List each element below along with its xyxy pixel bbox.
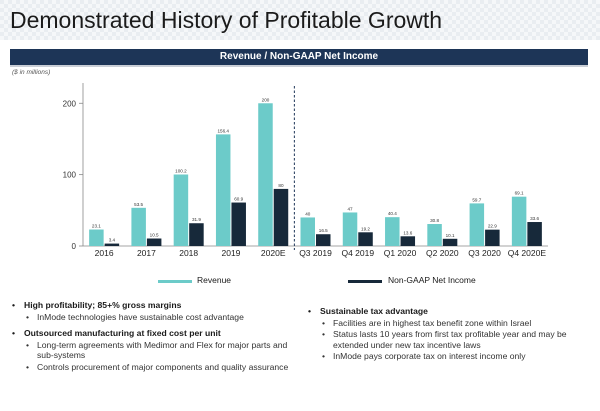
revenue-data-label: 200: [262, 97, 270, 102]
x-tick-label: 2017: [137, 248, 156, 258]
net-income-bar: [189, 223, 204, 246]
revenue-data-label: 156.4: [217, 128, 229, 133]
revenue-data-label: 59.7: [472, 197, 481, 202]
bullet-heading: High profitability; 85+% gross margins: [10, 300, 302, 311]
y-tick-label: 0: [72, 242, 77, 251]
x-tick-label: 2018: [179, 248, 198, 258]
legend-label-net-income: Non-GAAP Net Income: [388, 275, 476, 285]
chart-title-banner: Revenue / Non-GAAP Net Income: [10, 49, 588, 67]
revenue-bar: [469, 203, 485, 246]
bullet-heading: Sustainable tax advantage: [306, 306, 594, 317]
bullet-sub-item: Facilities are in highest tax benefit zo…: [306, 318, 594, 329]
legend-label-revenue: Revenue: [197, 275, 232, 285]
x-tick-label: Q4 2019: [341, 248, 374, 258]
net-income-data-label: 31.9: [192, 217, 201, 222]
header-background: [0, 0, 600, 40]
right-bullet-list: Sustainable tax advantage Facilities are…: [306, 306, 594, 362]
net-income-bar: [316, 234, 331, 246]
bullet-sub-item: Controls procurement of major components…: [10, 362, 302, 373]
net-income-bar: [104, 243, 120, 246]
net-income-data-label: 10.1: [446, 233, 455, 238]
revenue-data-label: 53.5: [134, 202, 143, 207]
revenue-bar: [511, 196, 527, 246]
left-bullet-list: High profitability; 85+% gross margins I…: [10, 300, 302, 372]
bullet-sub-item: Status lasts 10 years from first tax pro…: [306, 329, 594, 350]
y-tick-label: 100: [63, 171, 77, 180]
revenue-bar: [300, 217, 315, 246]
revenue-data-label: 100.2: [175, 168, 187, 173]
revenue-bar: [173, 174, 189, 246]
revenue-bar: [131, 207, 146, 246]
revenue-data-label: 40: [305, 211, 311, 216]
x-tick-label: Q4 2020E: [508, 248, 547, 258]
x-tick-label: Q1 2020: [384, 248, 417, 258]
x-tick-label: Q3 2020: [468, 248, 501, 258]
revenue-bar: [215, 134, 231, 246]
revenue-bar: [342, 212, 358, 246]
x-tick-label: 2020E: [261, 248, 286, 258]
x-tick-label: Q3 2019: [299, 248, 332, 258]
net-income-data-label: 16.5: [319, 228, 328, 233]
net-income-data-label: 22.9: [488, 224, 497, 229]
bullet-sub-item: Long-term agreements with Medimor and Fl…: [10, 340, 302, 361]
net-income-data-label: 10.5: [150, 233, 159, 238]
revenue-data-label: 40.4: [388, 211, 397, 216]
x-tick-label: Q2 2020: [426, 248, 459, 258]
bullet-sub-item: InMode technologies have sustainable cos…: [10, 312, 302, 323]
net-income-data-label: 13.6: [403, 230, 412, 235]
net-income-bar: [527, 222, 542, 246]
revenue-bar: [427, 224, 442, 246]
net-income-bar: [358, 232, 373, 246]
units-note: ($ in millions): [12, 69, 51, 76]
revenue-net-income-chart: 0 100 200 23.1 3.4 2016 53.5 10.5 2017 100.2 31.9 2…: [63, 83, 548, 258]
bullet-heading: Outsourced manufacturing at fixed cost p…: [10, 328, 302, 339]
net-income-data-label: 19.2: [361, 226, 370, 231]
net-income-data-label: 60.9: [234, 197, 243, 202]
net-income-bar: [146, 238, 162, 246]
net-income-data-label: 80: [278, 183, 284, 188]
net-income-bar: [485, 229, 500, 246]
revenue-data-label: 30.8: [430, 218, 439, 223]
net-income-data-label: 3.4: [109, 238, 116, 243]
revenue-data-label: 69.1: [515, 191, 524, 196]
net-income-data-label: 33.6: [530, 216, 539, 221]
y-tick-label: 200: [63, 99, 77, 108]
revenue-bar: [89, 229, 104, 246]
page-title: Demonstrated History of Profitable Growt…: [10, 7, 443, 33]
net-income-bar: [400, 236, 416, 246]
x-tick-label: 2016: [95, 248, 114, 258]
revenue-bar: [258, 103, 273, 246]
revenue-bar: [385, 217, 400, 246]
net-income-bar: [273, 188, 289, 246]
revenue-data-label: 23.1: [92, 224, 101, 229]
revenue-data-label: 47: [347, 206, 353, 211]
legend-swatch-net-income: [348, 280, 382, 283]
net-income-bar: [442, 238, 458, 246]
bullet-sub-item: InMode pays corporate tax on interest in…: [306, 351, 594, 362]
legend-swatch-revenue: [158, 280, 192, 283]
x-tick-label: 2019: [221, 248, 240, 258]
net-income-bar: [231, 202, 246, 246]
